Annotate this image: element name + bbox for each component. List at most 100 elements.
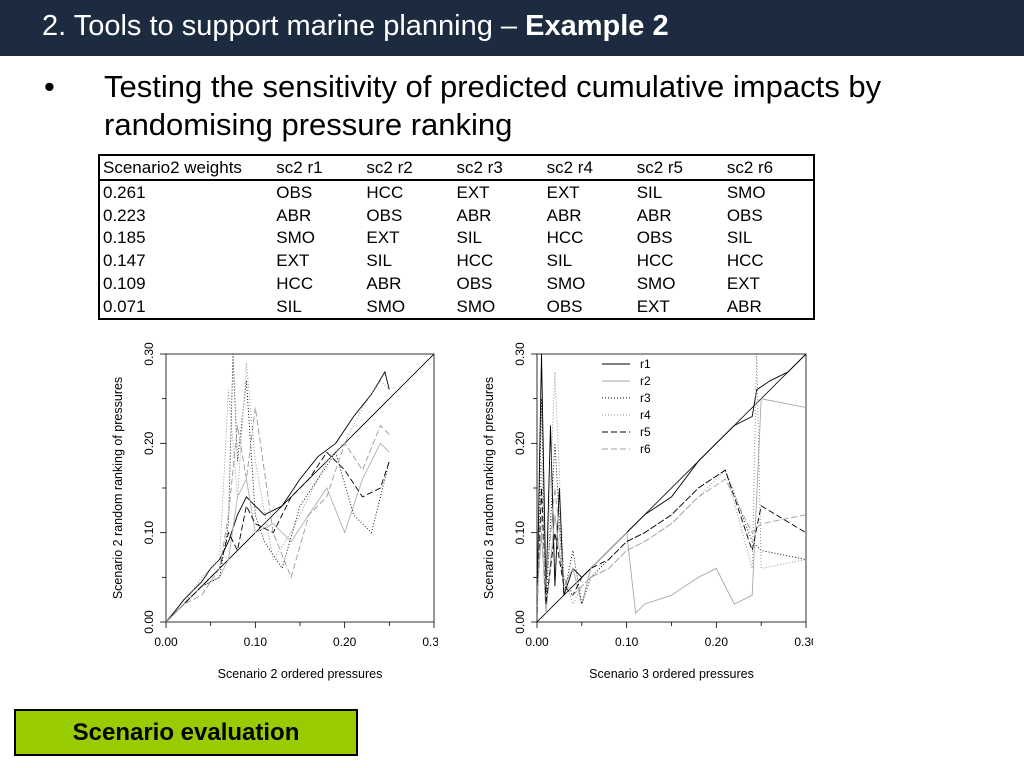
y-tick-label: 0.30 [142, 342, 156, 366]
slide-title: 2. Tools to support marine planning – Ex… [42, 10, 669, 43]
x-tick-label: 0.00 [154, 635, 178, 649]
series-line-r6 [537, 478, 806, 605]
table-cell: 0.185 [103, 228, 146, 248]
table-cell: EXT [456, 182, 490, 202]
table-cell: HCC [366, 182, 404, 202]
y-tick-label: 0.20 [513, 431, 527, 455]
table-cell: SIL [276, 296, 302, 316]
series-line-s1 [166, 370, 390, 622]
series-line-s6 [166, 407, 390, 622]
y-tick-label: 0.10 [142, 521, 156, 545]
table-cell: 0.223 [103, 205, 146, 225]
series-line-r4 [537, 354, 806, 614]
table-body: 0.261 OBS HCC EXT EXT SIL SMO 0.223 ABR OBS ABR ABR… [99, 180, 814, 319]
table-header-cell: sc2 r1 [276, 158, 323, 177]
table-cell: SIL [726, 228, 753, 248]
legend-label-r1: r1 [640, 357, 651, 371]
table-cell: SMO [546, 273, 586, 293]
x-axis-label: Scenario 2 ordered pressures [218, 667, 383, 681]
slide-title-bold: Example 2 [525, 10, 669, 42]
table-header-cell: sc2 r6 [726, 158, 774, 177]
table-cell: EXT [366, 228, 400, 248]
table-cell: ABR [546, 205, 582, 225]
table-cell: SIL [366, 251, 392, 271]
table-cell: OBS [726, 205, 763, 225]
table-cell: SIL [456, 228, 483, 248]
legend-label-r3: r3 [640, 391, 651, 405]
table-row: 0.185 SMO EXT SIL HCC OBS SIL [99, 226, 814, 249]
y-tick-label: 0.00 [513, 610, 527, 634]
table-row: 0.071 SIL SMO SMO OBS EXT ABR [99, 295, 814, 319]
table-cell: 0.261 [103, 182, 146, 202]
x-tick-label: 0.10 [615, 635, 639, 649]
table-cell: 0.147 [103, 251, 146, 271]
table-row: 0.109 HCC ABR OBS SMO SMO EXT [99, 272, 814, 295]
legend-label-r4: r4 [640, 408, 651, 422]
legend-label-r5: r5 [640, 425, 651, 439]
table-cell: 0.109 [103, 273, 146, 293]
title-bar: 2. Tools to support marine planning – Ex… [0, 0, 1024, 56]
y-axis-label: Scenario 3 random ranking of pressures [482, 377, 496, 599]
table-row: 0.223 ABR OBS ABR ABR ABR OBS [99, 204, 814, 227]
table-row: 0.261 OBS HCC EXT EXT SIL SMO [99, 180, 814, 204]
y-axis-label: Scenario 2 random ranking of pressures [111, 377, 125, 599]
table-cell: HCC [726, 251, 764, 271]
table-cell: HCC [546, 228, 584, 248]
scenario-evaluation-label: Scenario evaluation [14, 709, 358, 756]
table-cell: 0.071 [103, 296, 146, 316]
scenario3-chart: 0.00 0.10 0.20 0.30 0.00 0.10 0.20 0.30 Scenario… [482, 342, 813, 681]
table-cell: SIL [636, 182, 663, 202]
series-line-s5 [166, 451, 390, 622]
series-line-r2 [537, 398, 806, 615]
weights-table: Scenario2 weights sc2 r1 sc2 r2 sc2 r3 s… [98, 154, 815, 320]
table-cell: OBS [456, 273, 493, 293]
x-tick-label: 0.30 [422, 635, 438, 649]
table-header-row: Scenario2 weights sc2 r1 sc2 r2 sc2 r3 s… [99, 155, 814, 180]
table-cell: HCC [276, 273, 314, 293]
table-cell: OBS [636, 228, 673, 248]
table-header-cell: Scenario2 weights [103, 158, 242, 177]
series-line-r3 [537, 398, 806, 614]
table-cell: SIL [546, 251, 573, 271]
plot-area [166, 354, 434, 622]
table-cell: OBS [276, 182, 313, 202]
plot-area [537, 354, 806, 622]
table-header-cell: sc2 r5 [636, 158, 684, 177]
table-cell: HCC [456, 251, 494, 271]
table-cell: ABR [726, 296, 762, 316]
series-line-s2 [166, 442, 390, 622]
table-cell: SMO [726, 182, 766, 202]
y-tick-label: 0.20 [142, 431, 156, 455]
table-cell: EXT [546, 182, 580, 202]
table-header-cell: sc2 r2 [366, 158, 413, 177]
table-header-cell: sc2 r4 [546, 158, 593, 177]
legend-label-r2: r2 [640, 374, 651, 388]
x-tick-label: 0.00 [525, 635, 549, 649]
table-cell: SMO [456, 296, 496, 316]
series-line-r1 [537, 354, 806, 605]
x-axis-label: Scenario 3 ordered pressures [589, 667, 754, 681]
x-tick-label: 0.30 [794, 635, 813, 649]
series-line-r5 [537, 469, 806, 614]
table-cell: EXT [726, 273, 760, 293]
table-cell: EXT [276, 251, 310, 271]
slide-title-text: 2. Tools to support marine planning – [42, 10, 526, 42]
x-tick-label: 0.20 [705, 635, 729, 649]
table-cell: OBS [366, 205, 403, 225]
y-tick-label: 0.10 [513, 521, 527, 545]
y-tick-label: 0.00 [142, 610, 156, 634]
bullet-text: Testing the sensitivity of predicted cum… [104, 69, 882, 142]
series-line-s3 [166, 354, 390, 622]
table-cell: ABR [456, 205, 492, 225]
y-tick-label: 0.30 [513, 342, 527, 366]
reference-line [537, 354, 806, 622]
table-header-cell: sc2 r3 [456, 158, 503, 177]
series-line-s4 [166, 362, 390, 622]
legend-label-r6: r6 [640, 442, 651, 456]
x-tick-label: 0.10 [244, 635, 268, 649]
table-cell: OBS [546, 296, 583, 316]
bullet-marker: • [44, 69, 55, 104]
table-cell: ABR [366, 273, 402, 293]
table-cell: SMO [366, 296, 406, 316]
table-cell: HCC [636, 251, 674, 271]
